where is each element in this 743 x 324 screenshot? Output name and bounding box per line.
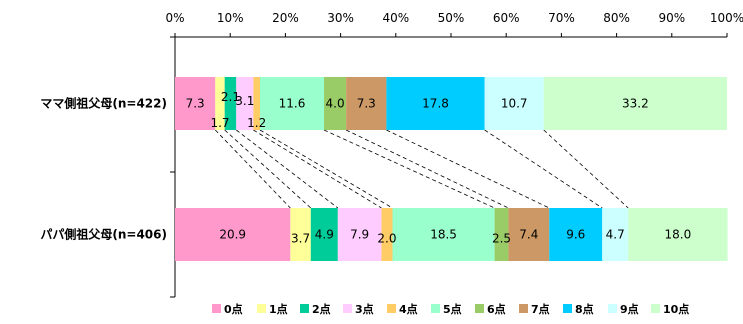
bar-segment — [260, 77, 325, 130]
legend-swatch — [387, 304, 396, 313]
bar-segment — [484, 77, 544, 130]
data-label: 9.6 — [566, 228, 585, 242]
legend-swatch — [212, 304, 221, 313]
data-label: 1.2 — [247, 116, 266, 130]
bar-segment — [236, 77, 254, 130]
bar-segment — [549, 208, 603, 261]
data-label: 17.8 — [422, 97, 449, 111]
legend-label: 9点 — [620, 302, 639, 316]
legend-label: 7点 — [531, 302, 550, 316]
series-connector-line — [386, 129, 550, 209]
bar-segment — [346, 77, 387, 130]
data-label: 7.3 — [357, 97, 376, 111]
series-connector-line — [543, 129, 629, 209]
legend-label: 2点 — [312, 302, 331, 316]
bar-segment — [628, 208, 728, 261]
legend-swatch — [300, 304, 309, 313]
data-label: 7.9 — [350, 228, 369, 242]
bar-segment — [215, 77, 225, 130]
data-label: 2.0 — [377, 232, 396, 246]
data-label: 11.6 — [279, 97, 306, 111]
legend-swatch — [563, 304, 572, 313]
category-label: パパ側祖父母(n=406) — [40, 227, 167, 242]
series-connector-line — [484, 129, 603, 209]
bar-segment — [324, 77, 347, 130]
data-label: 33.2 — [622, 97, 649, 111]
legend-swatch — [519, 304, 528, 313]
data-label: 3.7 — [291, 232, 310, 246]
bar-segment — [386, 77, 485, 130]
legend-swatch — [431, 304, 440, 313]
data-label: 18.0 — [665, 228, 692, 242]
x-tick-label: 0% — [165, 11, 184, 25]
legend-label: 3点 — [355, 302, 374, 316]
legend-swatch — [608, 304, 617, 313]
x-tick-label: 70% — [548, 11, 575, 25]
data-label: 3.1 — [235, 94, 254, 108]
series-connector-line — [236, 129, 339, 209]
data-label: 2.1 — [221, 90, 240, 104]
legend-label: 4点 — [399, 302, 418, 316]
series-connector-line — [345, 129, 509, 209]
x-tick-label: 10% — [217, 11, 244, 25]
bar-segment — [602, 208, 629, 261]
bar-segment — [508, 208, 550, 261]
legend-swatch — [475, 304, 484, 313]
legend-label: 8点 — [575, 302, 594, 316]
bar-segment — [224, 77, 237, 130]
x-tick-label: 40% — [382, 11, 409, 25]
data-label: 18.5 — [430, 228, 457, 242]
series-connector-line — [224, 129, 312, 209]
bar-segment — [381, 208, 393, 261]
x-tick-label: 30% — [327, 11, 354, 25]
data-label: 2.5 — [492, 232, 511, 246]
x-tick-label: 60% — [493, 11, 520, 25]
data-label: 7.3 — [186, 97, 205, 111]
bar-segment — [337, 208, 382, 261]
data-label: 4.0 — [326, 97, 345, 111]
legend-swatch — [651, 304, 660, 313]
category-label: ママ側祖父母(n=422) — [40, 96, 167, 111]
data-label: 7.4 — [519, 228, 538, 242]
legend-swatch — [343, 304, 352, 313]
x-tick-label: 50% — [438, 11, 465, 25]
bar-segment — [253, 77, 261, 130]
bar-segment — [494, 208, 509, 261]
legend-label: 5点 — [443, 302, 462, 316]
bar-segment — [310, 208, 338, 261]
bar-segment — [392, 208, 495, 261]
data-label: 4.9 — [315, 228, 334, 242]
bar-segment — [175, 77, 216, 130]
data-label: 4.7 — [606, 228, 625, 242]
bar-segment — [175, 208, 291, 261]
x-tick-label: 90% — [658, 11, 685, 25]
legend-swatch — [257, 304, 266, 313]
data-label: 20.9 — [219, 228, 246, 242]
x-tick-label: 20% — [272, 11, 299, 25]
bar-segment — [290, 208, 311, 261]
series-connector-line — [253, 129, 382, 209]
x-tick-label: 100% — [710, 11, 743, 25]
x-tick-label: 80% — [603, 11, 630, 25]
series-connector-line — [323, 129, 495, 209]
data-label: 10.7 — [501, 97, 528, 111]
legend-label: 1点 — [269, 302, 288, 316]
legend-label: 6点 — [487, 302, 506, 316]
legend-label: 10点 — [663, 302, 689, 316]
legend-label: 0点 — [224, 302, 243, 316]
bar-segment — [543, 77, 727, 130]
data-label: 1.7 — [210, 116, 229, 130]
series-connector-line — [259, 129, 393, 209]
